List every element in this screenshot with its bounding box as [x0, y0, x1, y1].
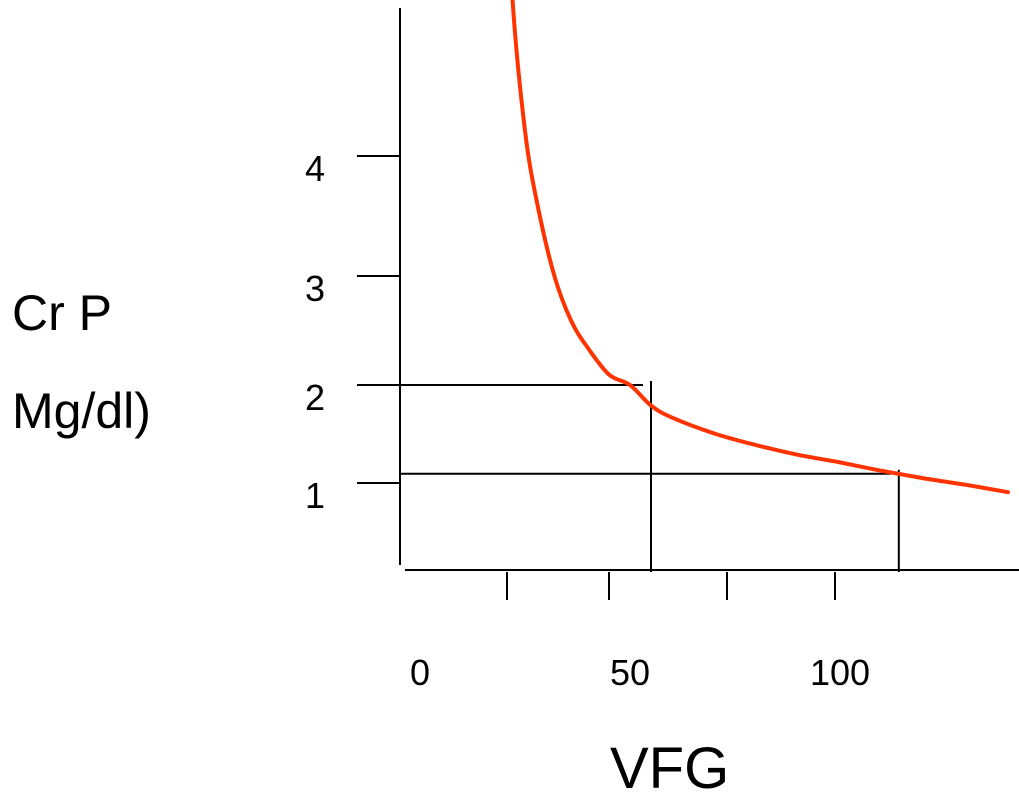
labels: Cr P Mg/dl) VFG: [12, 285, 729, 794]
y-axis-label-line-1: Cr P: [12, 285, 112, 341]
x-tick-label-50: 50: [610, 652, 650, 693]
y-tick-label-2: 2: [305, 377, 325, 418]
axes: 1 2 3 4 0 50 100: [305, 8, 1019, 693]
y-axis-label-line-2: Mg/dl): [12, 383, 151, 439]
x-tick-label-0: 0: [410, 652, 430, 693]
x-tick-label-100: 100: [810, 652, 870, 693]
y-tick-label-3: 3: [305, 268, 325, 309]
series-group: [510, 0, 1010, 495]
y-tick-label-1: 1: [305, 475, 325, 516]
reference-lines: [400, 381, 900, 572]
x-axis-label: VFG: [610, 736, 729, 794]
y-tick-label-4: 4: [305, 148, 325, 189]
series-line-1: [510, 0, 1010, 495]
